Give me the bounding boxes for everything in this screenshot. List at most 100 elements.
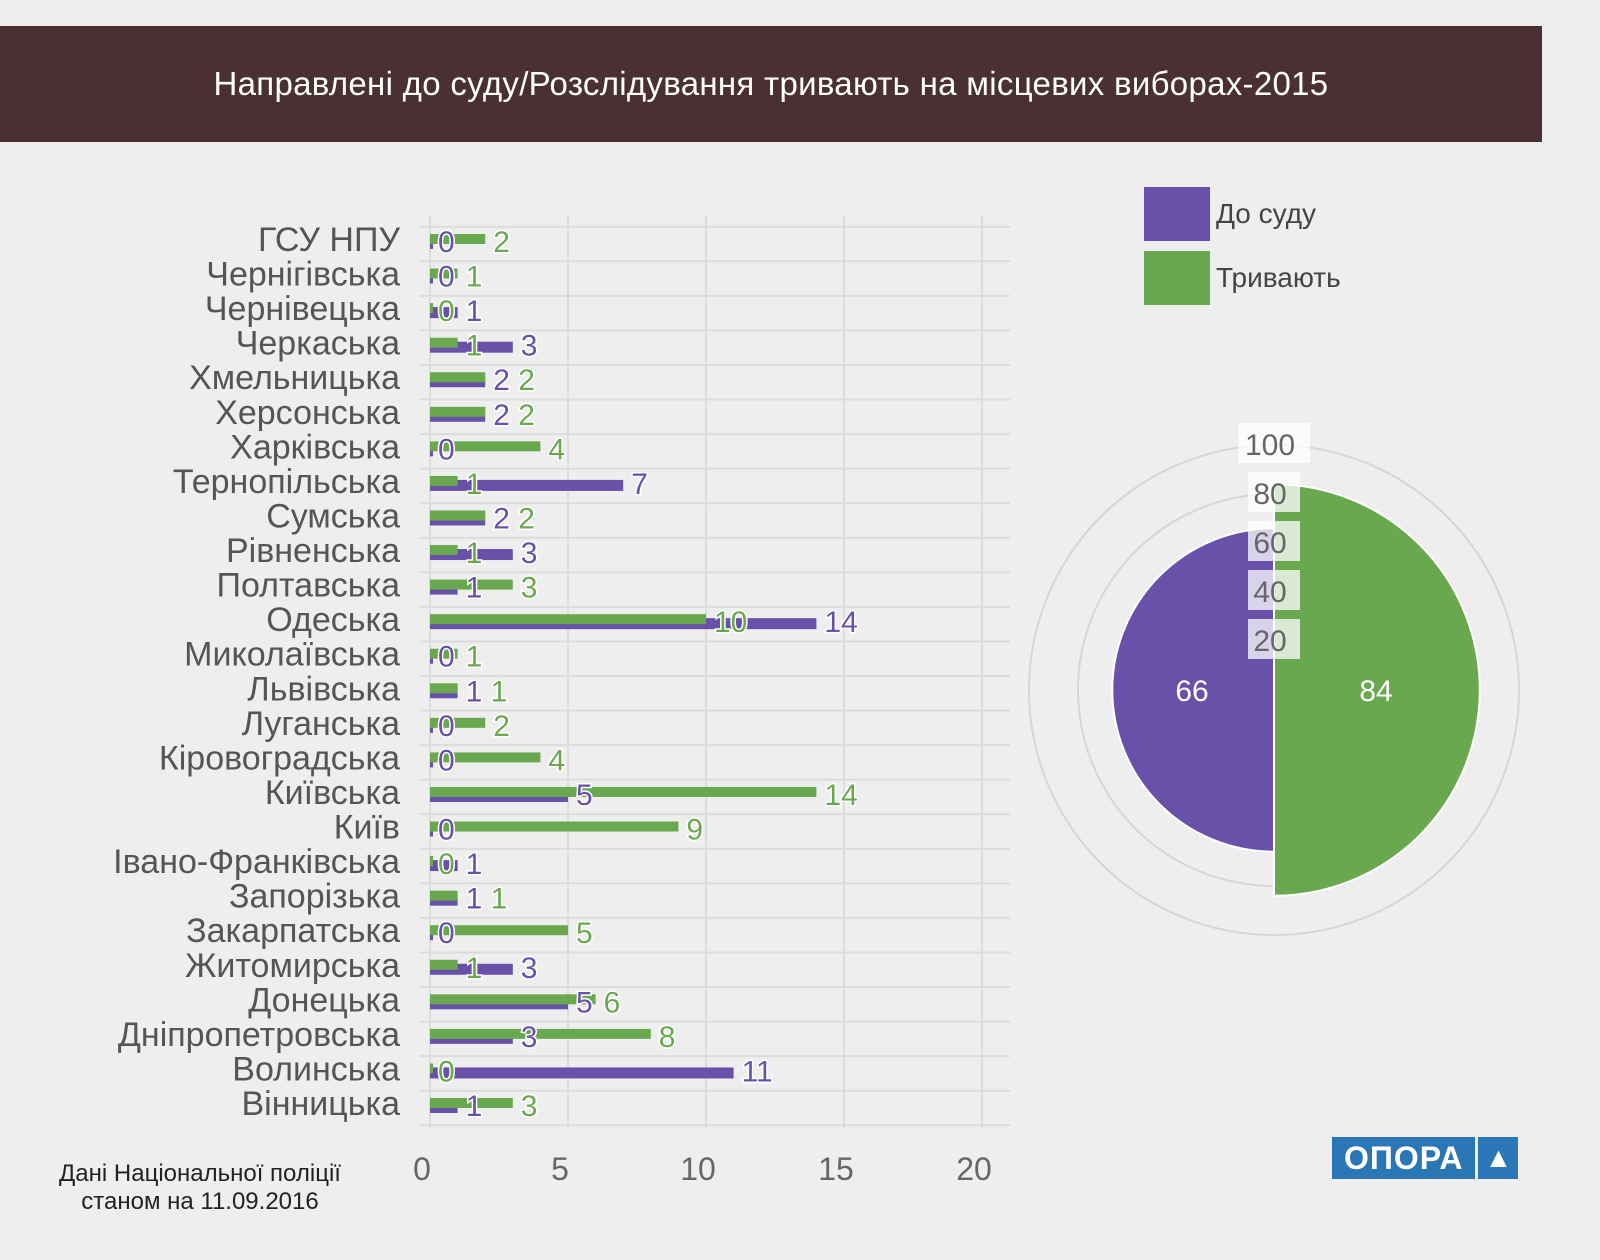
bar-tryvayut xyxy=(430,372,486,383)
data-label-tryvayut: 4 xyxy=(548,433,565,466)
category-label: Харківська xyxy=(230,428,400,466)
data-label-tryvayut: 10 xyxy=(714,606,747,639)
data-label-tryvayut: 9 xyxy=(686,814,703,847)
title-banner: Направлені до суду/Розслідування тривают… xyxy=(0,26,1542,142)
category-label: Хмельницька xyxy=(189,359,400,397)
opora-logo: ОПОРА ▲ xyxy=(1332,1137,1519,1179)
data-label-do-sudu: 11 xyxy=(742,1055,773,1088)
category-label: Миколаївська xyxy=(184,636,400,674)
data-label-tryvayut: 1 xyxy=(466,330,483,363)
bar-tryvayut xyxy=(430,1063,433,1074)
data-label-do-sudu: 2 xyxy=(493,364,510,397)
x-tick-label: 5 xyxy=(551,1151,569,1187)
data-label-tryvayut: 3 xyxy=(521,1090,538,1123)
data-label-do-sudu: 14 xyxy=(824,606,857,639)
bar-tryvayut xyxy=(430,786,817,797)
polar-sector-do-sudu xyxy=(1111,527,1275,853)
data-label-do-sudu: 3 xyxy=(521,952,538,985)
bar-tryvayut xyxy=(430,683,458,694)
bar-tryvayut xyxy=(430,648,458,659)
data-label-do-sudu: 2 xyxy=(493,399,510,432)
polar-tick-label: 40 xyxy=(1253,576,1286,609)
x-tick-label: 15 xyxy=(818,1151,854,1187)
data-label-tryvayut: 1 xyxy=(466,537,483,570)
data-label-do-sudu: 0 xyxy=(438,744,455,777)
bar-tryvayut xyxy=(430,925,568,936)
bar-tryvayut xyxy=(430,717,486,728)
data-label-do-sudu: 1 xyxy=(466,848,483,881)
data-label-tryvayut: 2 xyxy=(518,502,535,535)
category-label: Чернігівська xyxy=(206,256,400,294)
data-label-tryvayut: 3 xyxy=(521,572,538,605)
category-label: Сумська xyxy=(266,497,400,535)
polar-value-label: 66 xyxy=(1175,675,1208,708)
chart-title: Направлені до суду/Розслідування тривают… xyxy=(213,65,1329,102)
bar-do-sudu xyxy=(430,963,513,975)
data-label-tryvayut: 0 xyxy=(438,295,455,328)
category-label: Київська xyxy=(265,774,400,812)
data-label-tryvayut: 2 xyxy=(518,399,535,432)
category-label: Тернопільська xyxy=(173,463,400,501)
category-label: Дніпропетровська xyxy=(118,1016,400,1054)
legend-label: До суду xyxy=(1216,198,1316,229)
legend-swatch xyxy=(1144,251,1210,305)
data-label-tryvayut: 1 xyxy=(466,952,483,985)
bar-tryvayut xyxy=(430,1098,513,1108)
bar-do-sudu xyxy=(430,479,624,491)
category-label: Донецька xyxy=(248,981,400,1019)
bar-tryvayut xyxy=(430,959,458,970)
polar-tick-label: 60 xyxy=(1253,527,1286,560)
bar-tryvayut xyxy=(430,406,486,417)
footnote-line-2: станом на 11.09.2016 xyxy=(81,1188,319,1215)
bar-tryvayut xyxy=(430,510,486,521)
bar-tryvayut xyxy=(430,441,541,452)
data-label-tryvayut: 1 xyxy=(491,883,508,916)
category-label: Волинська xyxy=(232,1050,400,1088)
bar-tryvayut xyxy=(430,475,458,486)
data-label-tryvayut: 1 xyxy=(491,675,508,708)
legend-swatch xyxy=(1144,187,1210,241)
category-label: Львівська xyxy=(247,670,400,708)
polar-sector-tryvayut xyxy=(1273,483,1481,897)
bar-tryvayut xyxy=(430,234,486,244)
data-label-do-sudu: 0 xyxy=(438,917,455,950)
bar-tryvayut xyxy=(430,994,596,1005)
category-label: Житомирська xyxy=(185,947,400,985)
data-label-do-sudu: 0 xyxy=(438,641,455,674)
bar-tryvayut xyxy=(430,1028,651,1039)
data-label-do-sudu: 7 xyxy=(631,468,648,501)
data-label-do-sudu: 1 xyxy=(466,883,483,916)
data-label-do-sudu: 1 xyxy=(466,295,483,328)
category-label: Херсонська xyxy=(215,394,400,432)
footnote: Дані Національної поліції станом на 11.0… xyxy=(20,1160,380,1216)
data-label-do-sudu: 3 xyxy=(521,537,538,570)
category-label: Полтавська xyxy=(217,567,401,605)
bar-do-sudu xyxy=(430,307,458,319)
data-label-do-sudu: 5 xyxy=(576,986,593,1019)
logo-text: ОПОРА xyxy=(1332,1137,1476,1179)
bar-tryvayut xyxy=(430,545,458,556)
category-label: Луганська xyxy=(242,705,400,743)
polar-tick-bg xyxy=(1238,423,1310,463)
category-label: Івано-Франківська xyxy=(113,843,400,881)
data-label-tryvayut: 14 xyxy=(824,779,857,812)
data-label-tryvayut: 5 xyxy=(576,917,593,950)
data-label-do-sudu: 5 xyxy=(576,779,593,812)
data-label-tryvayut: 2 xyxy=(518,364,535,397)
footnote-line-1: Дані Національної поліції xyxy=(59,1160,341,1187)
data-label-do-sudu: 3 xyxy=(521,330,538,363)
bar-do-sudu xyxy=(430,860,458,872)
data-label-do-sudu: 0 xyxy=(438,710,455,743)
bar-tryvayut xyxy=(430,752,541,763)
data-label-do-sudu: 3 xyxy=(521,1021,538,1054)
data-label-tryvayut: 2 xyxy=(493,226,510,259)
bar-tryvayut xyxy=(430,821,679,832)
x-tick-label: 0 xyxy=(413,1151,431,1187)
polar-tick-label: 80 xyxy=(1253,478,1286,511)
data-label-tryvayut: 1 xyxy=(466,468,483,501)
data-label-do-sudu: 0 xyxy=(438,814,455,847)
data-label-tryvayut: 2 xyxy=(493,710,510,743)
polar-tick-label: 100 xyxy=(1245,429,1295,462)
data-label-do-sudu: 1 xyxy=(466,572,483,605)
